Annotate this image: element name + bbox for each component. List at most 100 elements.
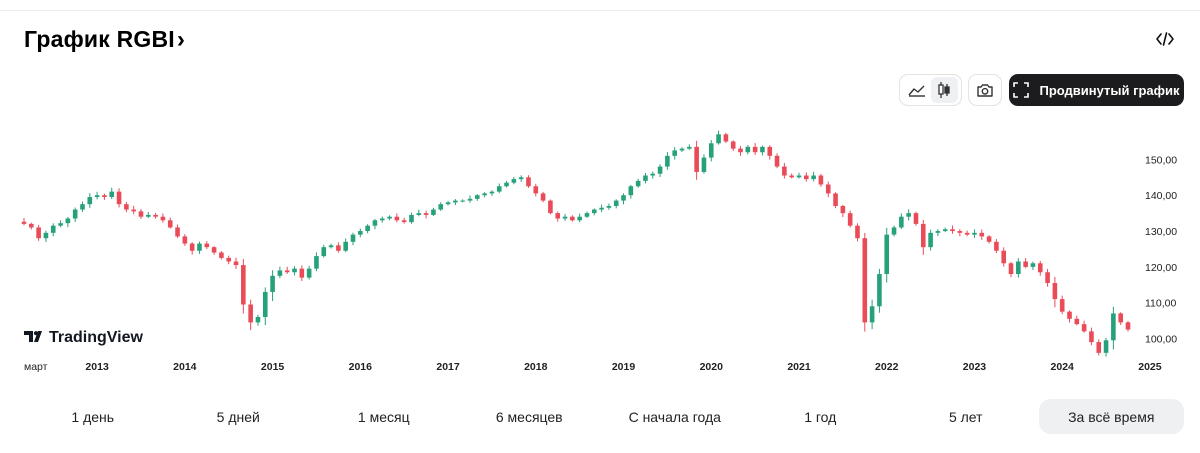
candle <box>423 213 429 215</box>
candle <box>270 275 275 292</box>
x-tick-label: 2015 <box>261 361 285 373</box>
candle <box>306 268 312 278</box>
candle <box>511 179 517 183</box>
period-6[interactable]: 5 лет <box>948 408 983 425</box>
x-tick-label: 2019 <box>612 361 636 373</box>
candle <box>328 245 334 248</box>
candle <box>1016 261 1021 275</box>
candle <box>899 216 904 228</box>
candle <box>416 213 422 215</box>
candle <box>153 214 158 217</box>
candle <box>350 234 356 242</box>
candle <box>87 197 93 205</box>
candle <box>628 186 634 196</box>
candle <box>796 175 802 178</box>
candle <box>855 225 860 239</box>
candle <box>80 204 85 210</box>
candle <box>1125 322 1131 330</box>
period-5[interactable]: 1 год <box>804 408 837 425</box>
camera-icon[interactable] <box>968 74 1002 106</box>
candle <box>891 227 897 235</box>
candle <box>555 213 561 219</box>
candle <box>723 134 729 142</box>
period-3[interactable]: 6 месяцев <box>495 408 563 425</box>
candle <box>518 177 524 180</box>
x-tick-label: 2017 <box>436 361 460 373</box>
candle <box>1103 340 1109 353</box>
candle <box>818 175 824 185</box>
candle <box>577 216 582 221</box>
page-title[interactable]: График RGBI › <box>24 26 185 53</box>
candle <box>964 232 970 235</box>
candle <box>138 211 144 217</box>
candle <box>1067 311 1072 319</box>
candle <box>401 220 407 223</box>
candle <box>175 227 180 237</box>
fullscreen-icon <box>1013 82 1030 98</box>
price-chart[interactable]: 100,00 110,00 120,00 130,00 140,00 150,00 март… <box>0 110 1200 380</box>
candle <box>94 195 100 198</box>
candle <box>972 232 977 235</box>
candle <box>109 191 115 198</box>
candle <box>1089 331 1094 343</box>
period-2[interactable]: 1 месяц <box>357 408 410 425</box>
area-chart-icon[interactable] <box>903 77 931 103</box>
candle <box>394 216 400 221</box>
candle <box>1118 313 1123 323</box>
x-tick-label: 2025 <box>1138 361 1162 373</box>
candle <box>606 205 612 208</box>
candle <box>1001 250 1007 264</box>
code-embed-icon[interactable] <box>1152 26 1178 52</box>
candle <box>36 227 41 239</box>
x-tick-label: 2023 <box>963 361 987 373</box>
candle <box>767 146 773 156</box>
candle <box>189 243 195 251</box>
candle <box>182 236 188 244</box>
candle <box>489 191 495 194</box>
candle <box>613 200 619 206</box>
candle <box>760 146 765 153</box>
candle <box>687 146 692 149</box>
x-tick-label: март <box>24 361 48 373</box>
candle <box>635 180 641 187</box>
x-tick-label: 2016 <box>349 361 373 373</box>
candle <box>219 252 224 258</box>
candle <box>262 291 268 318</box>
y-tick-label: 110,00 <box>1145 298 1176 310</box>
candlestick-icon[interactable] <box>930 77 958 103</box>
candle <box>365 225 370 232</box>
candle <box>43 232 49 239</box>
candle <box>496 186 502 192</box>
candle <box>847 213 853 226</box>
candle <box>1052 282 1058 300</box>
candle <box>906 213 911 217</box>
candle <box>862 238 868 323</box>
x-tick-label: 2021 <box>787 361 811 373</box>
candle <box>167 220 173 228</box>
candle <box>935 231 941 233</box>
candle <box>160 216 166 221</box>
candle <box>599 207 604 210</box>
candle <box>877 274 882 307</box>
advanced-chart-button[interactable]: Продвинутый график <box>1009 74 1184 106</box>
candle <box>1023 261 1028 267</box>
period-7[interactable]: За всё время <box>1038 399 1184 434</box>
x-tick-label: 2013 <box>85 361 109 373</box>
tradingview-logo: TradingView <box>24 329 144 346</box>
candle <box>650 173 656 176</box>
candle <box>774 155 780 167</box>
candle <box>540 193 546 201</box>
period-4[interactable]: С начала года <box>628 408 721 425</box>
candle <box>621 195 626 201</box>
x-tick-label: 2022 <box>875 361 899 373</box>
candle <box>21 221 27 224</box>
period-1[interactable]: 5 дней <box>216 408 260 425</box>
candle <box>665 155 670 167</box>
candle <box>211 247 217 253</box>
candle <box>453 200 458 203</box>
candle <box>913 213 919 224</box>
watermark-text: TradingView <box>49 329 144 346</box>
candle <box>1059 299 1065 312</box>
period-0[interactable]: 1 день <box>71 408 115 425</box>
candle <box>833 193 838 206</box>
